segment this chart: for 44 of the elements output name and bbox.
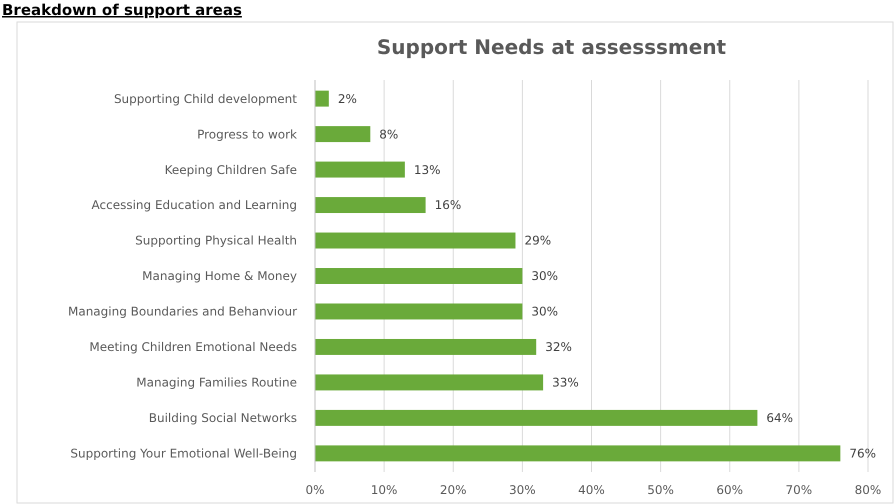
- data-label: 8%: [379, 127, 398, 142]
- data-label: 16%: [434, 198, 462, 212]
- x-tick-label: 30%: [509, 483, 536, 497]
- data-label: 32%: [545, 340, 572, 354]
- data-label: 2%: [338, 92, 357, 106]
- data-label: 33%: [552, 376, 579, 390]
- bar: [315, 162, 405, 178]
- y-tick-label: Keeping Children Safe: [164, 162, 297, 177]
- y-tick-label: Meeting Children Emotional Needs: [89, 340, 297, 354]
- data-label: 30%: [531, 269, 558, 284]
- data-label: 64%: [766, 411, 794, 426]
- x-tick-label: 70%: [786, 483, 812, 497]
- bar: [315, 197, 426, 214]
- x-tick-label: 40%: [578, 483, 605, 497]
- x-tick-label: 80%: [854, 483, 882, 497]
- y-tick-label: Supporting Child development: [114, 92, 298, 106]
- bar: [315, 232, 516, 249]
- data-label: 76%: [849, 446, 876, 461]
- bar: [315, 374, 544, 390]
- y-tick-label: Accessing Education and Learning: [92, 198, 297, 212]
- x-tick-label: 50%: [647, 483, 674, 497]
- y-tick-label: Supporting Your Emotional Well-Being: [70, 446, 297, 461]
- bar: [315, 90, 329, 107]
- bar: [315, 126, 370, 142]
- x-tick-label: 60%: [716, 483, 744, 497]
- data-label: 13%: [414, 162, 441, 177]
- y-tick-label: Managing Families Routine: [136, 376, 297, 390]
- bar: [315, 303, 522, 320]
- bar: [315, 268, 522, 284]
- bar: [315, 410, 758, 426]
- x-tick-label: 0%: [305, 483, 325, 497]
- chart-title: Support Needs at assesssment: [376, 35, 727, 59]
- y-tick-label: Supporting Physical Health: [135, 234, 297, 248]
- bar: [315, 338, 536, 355]
- y-tick-label: Building Social Networks: [148, 411, 297, 426]
- x-tick-label: 10%: [370, 483, 398, 497]
- y-tick-label: Managing Home & Money: [142, 269, 297, 284]
- y-tick-label: Progress to work: [197, 127, 298, 142]
- data-label: 29%: [524, 234, 552, 248]
- bar: [315, 445, 840, 462]
- x-tick-label: 20%: [440, 483, 467, 497]
- y-tick-label: Managing Boundaries and Behanviour: [68, 304, 298, 319]
- data-label: 30%: [531, 304, 558, 319]
- text: Breakdown of support areas: [2, 1, 242, 19]
